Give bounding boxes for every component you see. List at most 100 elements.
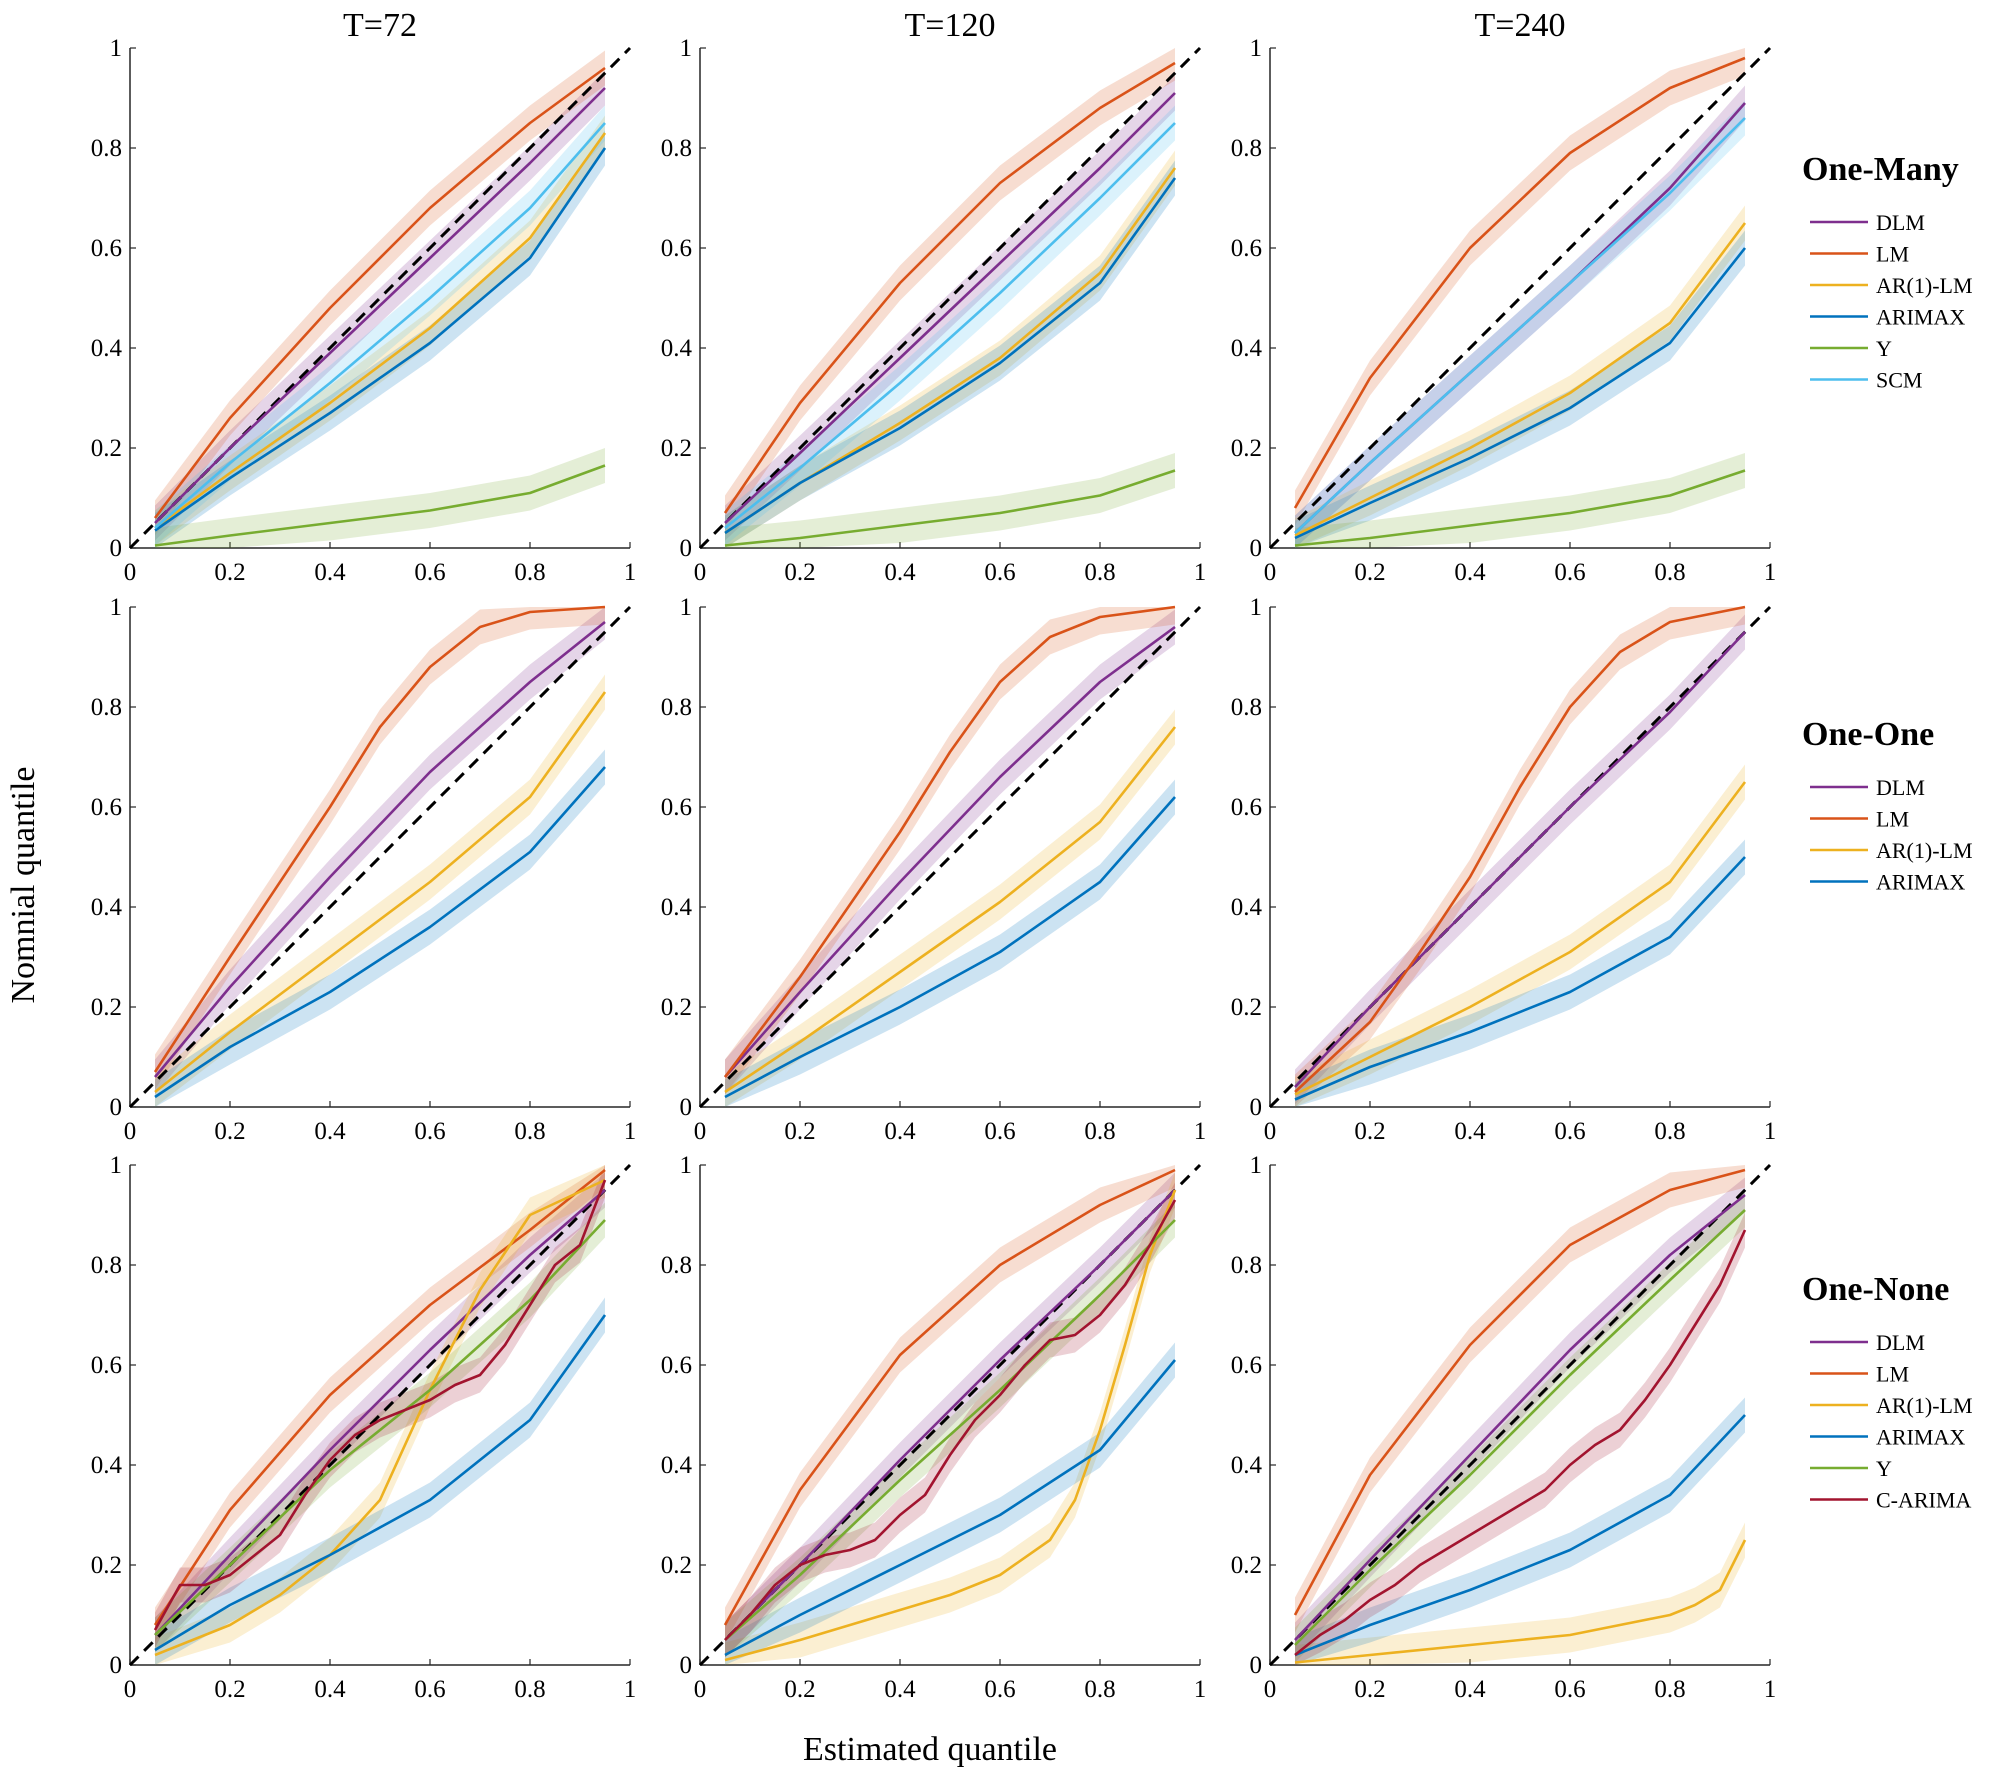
band-lm (1295, 607, 1745, 1107)
band-arimax (1295, 839, 1745, 1107)
x-tick-label: 0.6 (984, 1676, 1015, 1703)
y-tick-label: 1 (680, 35, 693, 62)
y-tick-label: 0 (110, 1094, 123, 1121)
x-tick-label: 0.2 (784, 1676, 815, 1703)
panel-one-many-t-240: 00 0.2 0.2 0.4 0.4 0.6 0.6 0.8 0.8 1 1 (1231, 35, 1777, 586)
series-line-y (1294, 469, 1746, 547)
legend-label-dlm: DLM (1876, 1330, 1925, 1355)
band-dlm (725, 1172, 1175, 1658)
y-tick-label: 1 (110, 35, 123, 62)
y-tick-label: 0.2 (91, 435, 122, 462)
band-arimax (725, 779, 1175, 1107)
x-tick-label: 0.4 (884, 1676, 916, 1703)
y-tick-label: 0.8 (1231, 135, 1262, 162)
legend-title-one-many: One-Many (1802, 151, 1959, 188)
y-tick-label: 0.2 (1231, 435, 1262, 462)
series-line-arimax (154, 147, 607, 532)
x-tick-label: 0.8 (514, 1118, 545, 1145)
x-tick-label: 0.6 (414, 1118, 445, 1145)
y-tick-label: 0.6 (1231, 1352, 1262, 1379)
band-arimax (1295, 1397, 1745, 1665)
y-tick-label: 0.6 (661, 794, 692, 821)
band-arimax (155, 130, 605, 548)
legend-label-arimax: ARIMAX (1876, 1425, 1965, 1450)
series-line-dlm (154, 87, 606, 524)
band-ar-1-lm (155, 115, 605, 546)
x-tick-label: 0 (124, 1676, 137, 1703)
band-dlm (725, 75, 1175, 541)
y-tick-label: 0 (1250, 1652, 1263, 1679)
y-tick-label: 0.6 (661, 235, 692, 262)
y-tick-label: 0.8 (91, 694, 122, 721)
y-tick-label: 0.8 (1231, 694, 1262, 721)
x-tick-label: 0 (1264, 559, 1277, 586)
y-tick-label: 0.6 (91, 794, 122, 821)
reference-diagonal (128, 1163, 632, 1667)
band-ar-1-lm (155, 1165, 605, 1665)
series-line-scm (1294, 117, 1746, 534)
x-tick-label: 0.6 (414, 1676, 445, 1703)
x-tick-label: 1 (1764, 1118, 1777, 1145)
series-line-y (154, 464, 606, 547)
y-tick-label: 1 (110, 1152, 123, 1179)
y-tick-label: 0.8 (661, 1252, 692, 1279)
series-line-arimax (724, 1359, 1176, 1657)
legend-label-c-arima: C-ARIMA (1876, 1488, 1971, 1513)
series-line-arimax (724, 796, 1176, 1099)
y-tick-label: 0 (680, 535, 693, 562)
y-tick-label: 0.2 (91, 1552, 122, 1579)
x-tick-label: 1 (1194, 559, 1207, 586)
legend-label-arimax: ARIMAX (1876, 305, 1965, 330)
x-tick-label: 0.2 (1354, 1676, 1385, 1703)
band-dlm (155, 607, 605, 1095)
y-tick-label: 0.6 (91, 1352, 122, 1379)
series-line-c-arima (724, 1199, 1177, 1641)
x-tick-label: 0.2 (214, 559, 245, 586)
x-tick-label: 0.6 (1554, 1676, 1585, 1703)
y-tick-label: 1 (1250, 594, 1263, 621)
series-line-ar-1-lm (154, 691, 607, 1094)
y-tick-label: 0.6 (1231, 235, 1262, 262)
legend-label-ar-1-lm: AR(1)-LM (1876, 273, 1973, 298)
y-tick-label: 0 (1250, 535, 1263, 562)
y-tick-label: 1 (680, 1152, 693, 1179)
band-dlm (1295, 614, 1745, 1105)
band-lm (155, 50, 605, 536)
reference-diagonal (698, 605, 1202, 1109)
legends-layer: One-Many One-One One-None DLM LM AR(1)-LM A… (1802, 151, 1973, 1513)
series-line-dlm (154, 620, 606, 1078)
x-tick-label: 1 (1764, 559, 1777, 586)
x-tick-label: 0.4 (884, 559, 916, 586)
band-ar-1-lm (155, 674, 605, 1107)
y-tick-label: 0.4 (661, 1452, 693, 1479)
series-line-ar-1-lm (154, 132, 607, 530)
legend-label-dlm: DLM (1876, 210, 1925, 235)
y-tick-label: 0.2 (1231, 1552, 1262, 1579)
panel-one-one-t-120: 00 0.2 0.2 0.4 0.4 0.6 0.6 0.8 0.8 1 1 (661, 594, 1207, 1145)
reference-diagonal (1268, 605, 1772, 1109)
series-line-lm (723, 1168, 1176, 1626)
x-tick-label: 0.6 (414, 559, 445, 586)
reference-diagonal (698, 46, 1202, 550)
panel-one-many-t-120: 00 0.2 0.2 0.4 0.4 0.6 0.6 0.8 0.8 1 1 (661, 35, 1207, 586)
y-tick-label: 0.2 (661, 994, 692, 1021)
band-y (155, 448, 605, 548)
series-line-arimax (1294, 247, 1747, 540)
series-line-lm (1294, 605, 1746, 1093)
band-lm (155, 1165, 605, 1643)
series-line-lm (153, 1168, 606, 1626)
series-line-ar-1-lm (1294, 222, 1747, 537)
series-line-y (1294, 1209, 1746, 1646)
legend-label-lm: LM (1876, 1362, 1909, 1387)
y-tick-label: 0.8 (661, 694, 692, 721)
column-title-t120: T=120 (905, 7, 996, 44)
y-tick-label: 0 (110, 1652, 123, 1679)
y-tick-label: 0.6 (91, 235, 122, 262)
y-tick-label: 0.4 (661, 335, 693, 362)
y-tick-label: 0.8 (91, 1252, 122, 1279)
series-line-ar-1-lm (724, 726, 1177, 1094)
x-tick-label: 0.2 (214, 1118, 245, 1145)
y-tick-label: 0.4 (91, 1452, 123, 1479)
reference-diagonal (128, 46, 632, 550)
panel-one-none-t-72: 00 0.2 0.2 0.4 0.4 0.6 0.6 0.8 0.8 1 1 (91, 1152, 637, 1703)
